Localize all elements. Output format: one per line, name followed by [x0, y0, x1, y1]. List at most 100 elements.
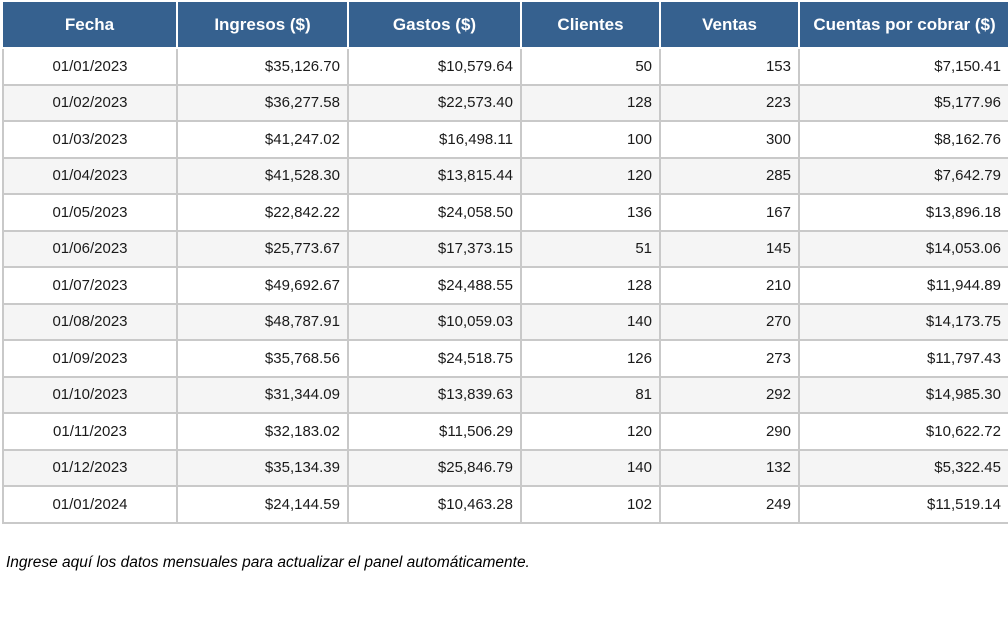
cell-ingresos[interactable]: $36,277.58: [176, 83, 349, 122]
cell-fecha[interactable]: 01/12/2023: [2, 448, 178, 487]
cell-gastos[interactable]: $10,579.64: [347, 47, 522, 86]
cell-cuentas_por_cobrar[interactable]: $13,896.18: [798, 193, 1008, 232]
cell-gastos[interactable]: $17,373.15: [347, 229, 522, 268]
cell-gastos[interactable]: $10,463.28: [347, 485, 522, 524]
cell-gastos[interactable]: $24,058.50: [347, 193, 522, 232]
cell-cuentas_por_cobrar[interactable]: $5,177.96: [798, 83, 1008, 122]
cell-gastos[interactable]: $11,506.29: [347, 412, 522, 451]
cell-cuentas_por_cobrar[interactable]: $5,322.45: [798, 448, 1008, 487]
cell-clientes[interactable]: 50: [520, 47, 661, 86]
table-head: Fecha Ingresos ($) Gastos ($) Clientes Venta…: [3, 2, 1008, 49]
cell-ingresos[interactable]: $48,787.91: [176, 302, 349, 341]
cell-fecha[interactable]: 01/03/2023: [2, 120, 178, 159]
cell-cuentas_por_cobrar[interactable]: $14,173.75: [798, 302, 1008, 341]
table-row: 01/04/2023 $41,528.30 $13,815.44 120 285 $7,6…: [2, 156, 1008, 195]
cell-ventas[interactable]: 290: [659, 412, 800, 451]
cell-cuentas_por_cobrar[interactable]: $14,985.30: [798, 375, 1008, 414]
cell-fecha[interactable]: 01/10/2023: [2, 375, 178, 414]
column-header-cuentas_por_cobrar[interactable]: Cuentas por cobrar ($): [798, 2, 1008, 49]
table-row: 01/08/2023 $48,787.91 $10,059.03 140 270 $14,…: [2, 302, 1008, 341]
column-header-ingresos[interactable]: Ingresos ($): [176, 2, 349, 49]
cell-fecha[interactable]: 01/06/2023: [2, 229, 178, 268]
cell-ventas[interactable]: 223: [659, 83, 800, 122]
cell-fecha[interactable]: 01/01/2023: [2, 47, 178, 86]
cell-ingresos[interactable]: $49,692.67: [176, 266, 349, 305]
cell-ingresos[interactable]: $35,126.70: [176, 47, 349, 86]
table-row: 01/12/2023 $35,134.39 $25,846.79 140 132 $5,3…: [2, 448, 1008, 487]
cell-cuentas_por_cobrar[interactable]: $8,162.76: [798, 120, 1008, 159]
cell-fecha[interactable]: 01/11/2023: [2, 412, 178, 451]
cell-clientes[interactable]: 140: [520, 448, 661, 487]
cell-fecha[interactable]: 01/02/2023: [2, 83, 178, 122]
cell-ventas[interactable]: 300: [659, 120, 800, 159]
cell-ventas[interactable]: 285: [659, 156, 800, 195]
cell-cuentas_por_cobrar[interactable]: $7,150.41: [798, 47, 1008, 86]
cell-gastos[interactable]: $13,815.44: [347, 156, 522, 195]
cell-cuentas_por_cobrar[interactable]: $7,642.79: [798, 156, 1008, 195]
cell-clientes[interactable]: 140: [520, 302, 661, 341]
cell-ingresos[interactable]: $22,842.22: [176, 193, 349, 232]
table-row: 01/01/2024 $24,144.59 $10,463.28 102 249 $11,…: [2, 485, 1008, 524]
cell-ingresos[interactable]: $25,773.67: [176, 229, 349, 268]
cell-gastos[interactable]: $16,498.11: [347, 120, 522, 159]
cell-ventas[interactable]: 273: [659, 339, 800, 378]
cell-clientes[interactable]: 120: [520, 156, 661, 195]
cell-clientes[interactable]: 51: [520, 229, 661, 268]
cell-cuentas_por_cobrar[interactable]: $11,797.43: [798, 339, 1008, 378]
table-row: 01/01/2023 $35,126.70 $10,579.64 50 153 $7,15…: [2, 47, 1008, 86]
table-row: 01/07/2023 $49,692.67 $24,488.55 128 210 $11,…: [2, 266, 1008, 305]
cell-ingresos[interactable]: $35,134.39: [176, 448, 349, 487]
cell-cuentas_por_cobrar[interactable]: $10,622.72: [798, 412, 1008, 451]
table-row: 01/06/2023 $25,773.67 $17,373.15 51 145 $14,0…: [2, 229, 1008, 268]
cell-cuentas_por_cobrar[interactable]: $11,519.14: [798, 485, 1008, 524]
cell-ingresos[interactable]: $24,144.59: [176, 485, 349, 524]
cell-gastos[interactable]: $25,846.79: [347, 448, 522, 487]
cell-gastos[interactable]: $22,573.40: [347, 83, 522, 122]
cell-ingresos[interactable]: $31,344.09: [176, 375, 349, 414]
column-header-fecha[interactable]: Fecha: [3, 2, 178, 49]
cell-fecha[interactable]: 01/01/2024: [2, 485, 178, 524]
cell-clientes[interactable]: 128: [520, 83, 661, 122]
cell-ventas[interactable]: 167: [659, 193, 800, 232]
table-row: 01/11/2023 $32,183.02 $11,506.29 120 290 $10,…: [2, 412, 1008, 451]
cell-ingresos[interactable]: $41,528.30: [176, 156, 349, 195]
column-header-gastos[interactable]: Gastos ($): [347, 2, 522, 49]
cell-ingresos[interactable]: $35,768.56: [176, 339, 349, 378]
cell-clientes[interactable]: 100: [520, 120, 661, 159]
cell-ingresos[interactable]: $32,183.02: [176, 412, 349, 451]
cell-fecha[interactable]: 01/08/2023: [2, 302, 178, 341]
table-body: 01/01/2023 $35,126.70 $10,579.64 50 153 $7,15…: [2, 47, 1008, 524]
cell-gastos[interactable]: $24,488.55: [347, 266, 522, 305]
cell-gastos[interactable]: $13,839.63: [347, 375, 522, 414]
table-row: 01/09/2023 $35,768.56 $24,518.75 126 273 $11,…: [2, 339, 1008, 378]
cell-ventas[interactable]: 292: [659, 375, 800, 414]
table-row: 01/05/2023 $22,842.22 $24,058.50 136 167 $13,…: [2, 193, 1008, 232]
cell-ventas[interactable]: 132: [659, 448, 800, 487]
cell-fecha[interactable]: 01/05/2023: [2, 193, 178, 232]
monthly-data-table: Fecha Ingresos ($) Gastos ($) Clientes Venta…: [2, 2, 1008, 524]
cell-ventas[interactable]: 270: [659, 302, 800, 341]
cell-clientes[interactable]: 126: [520, 339, 661, 378]
cell-gastos[interactable]: $10,059.03: [347, 302, 522, 341]
column-header-clientes[interactable]: Clientes: [520, 2, 661, 49]
cell-clientes[interactable]: 102: [520, 485, 661, 524]
table-header-row: Fecha Ingresos ($) Gastos ($) Clientes Venta…: [3, 2, 1008, 49]
cell-gastos[interactable]: $24,518.75: [347, 339, 522, 378]
cell-ventas[interactable]: 153: [659, 47, 800, 86]
cell-ventas[interactable]: 210: [659, 266, 800, 305]
cell-ventas[interactable]: 249: [659, 485, 800, 524]
cell-cuentas_por_cobrar[interactable]: $14,053.06: [798, 229, 1008, 268]
cell-fecha[interactable]: 01/07/2023: [2, 266, 178, 305]
cell-fecha[interactable]: 01/04/2023: [2, 156, 178, 195]
cell-clientes[interactable]: 136: [520, 193, 661, 232]
column-header-ventas[interactable]: Ventas: [659, 2, 800, 49]
cell-clientes[interactable]: 120: [520, 412, 661, 451]
cell-clientes[interactable]: 128: [520, 266, 661, 305]
cell-clientes[interactable]: 81: [520, 375, 661, 414]
cell-fecha[interactable]: 01/09/2023: [2, 339, 178, 378]
cell-ingresos[interactable]: $41,247.02: [176, 120, 349, 159]
table-row: 01/03/2023 $41,247.02 $16,498.11 100 300 $8,1…: [2, 120, 1008, 159]
cell-ventas[interactable]: 145: [659, 229, 800, 268]
cell-cuentas_por_cobrar[interactable]: $11,944.89: [798, 266, 1008, 305]
